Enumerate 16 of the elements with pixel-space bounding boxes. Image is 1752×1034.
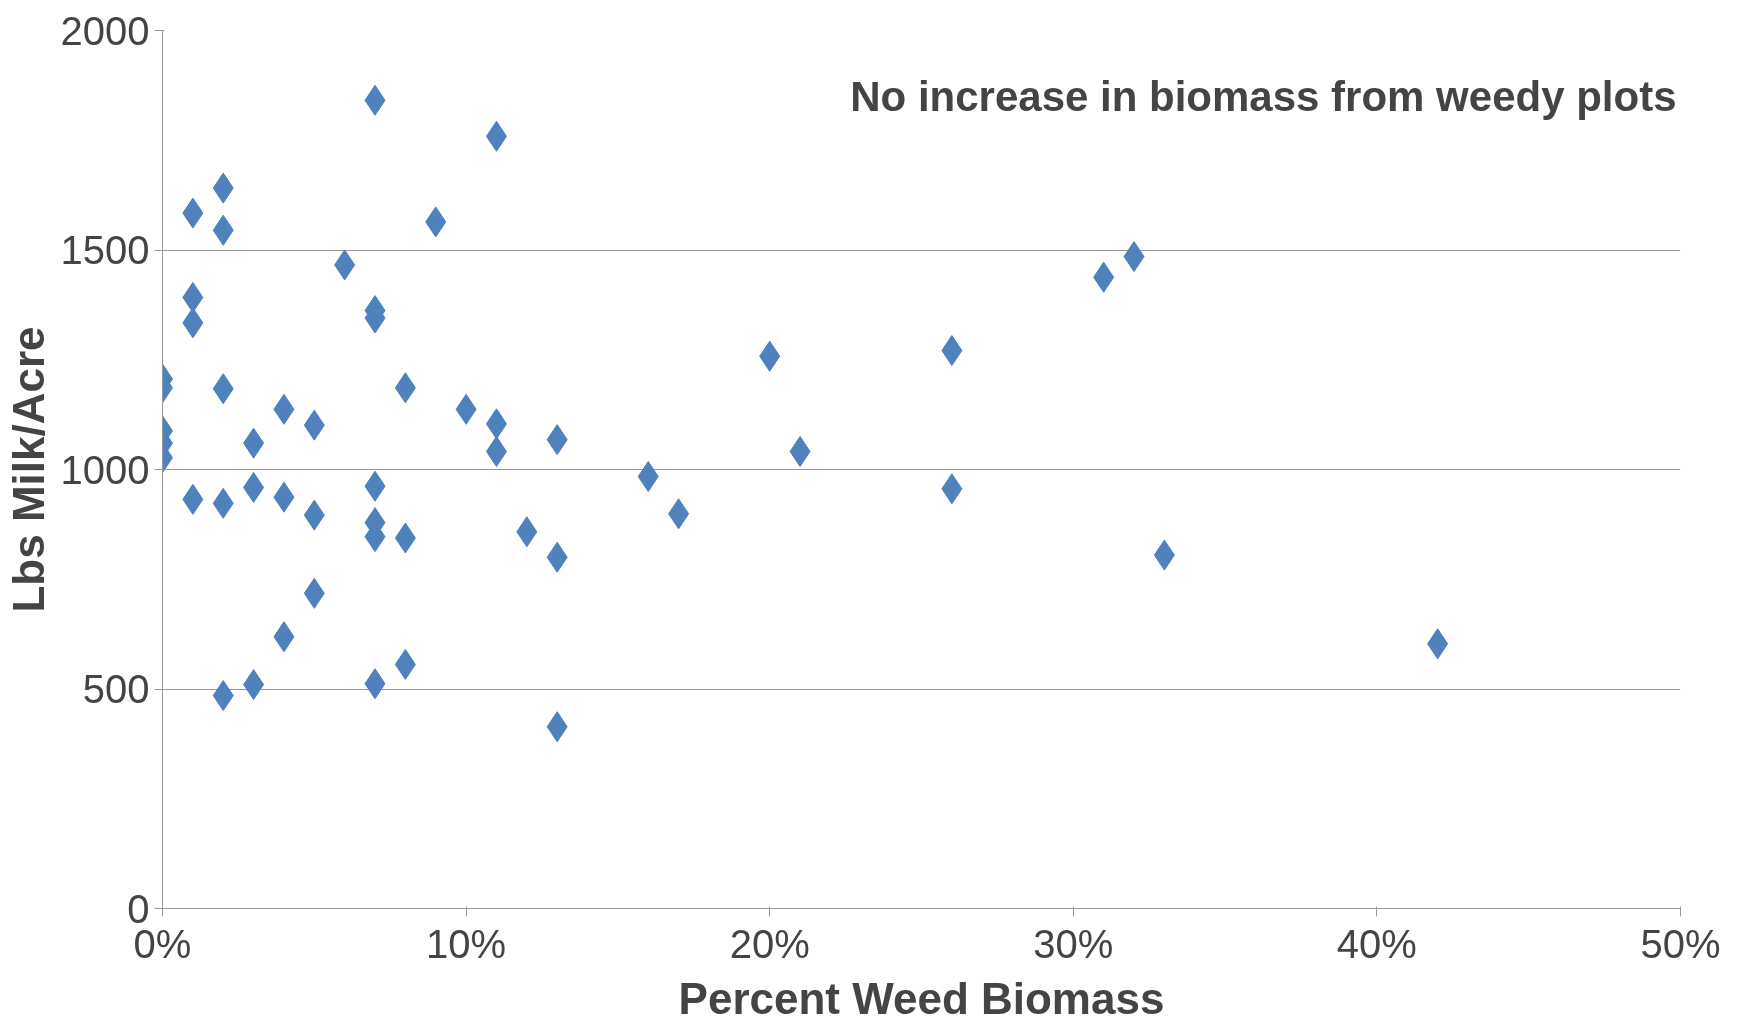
x-axis-title: Percent Weed Biomass xyxy=(678,973,1165,1023)
x-tick-label: 40% xyxy=(1336,921,1417,966)
y-tick-label: 0 xyxy=(127,886,150,931)
x-tick-label: 10% xyxy=(426,921,507,966)
point xyxy=(485,436,507,467)
x-tick-label: 30% xyxy=(1033,921,1114,966)
x-tick-label: 50% xyxy=(1640,921,1721,966)
annotation: No increase in biomass from weedy plots xyxy=(850,72,1677,120)
point xyxy=(789,436,811,467)
y-axis-title: Lbs Milk/Acre xyxy=(3,326,53,613)
y-tick-label: 500 xyxy=(82,667,150,711)
y-tick-label: 1500 xyxy=(60,228,150,272)
y-tick-label: 2000 xyxy=(60,8,150,53)
y-tick-label: 1000 xyxy=(60,447,150,492)
x-tick-label: 20% xyxy=(729,921,810,966)
point xyxy=(243,472,265,503)
